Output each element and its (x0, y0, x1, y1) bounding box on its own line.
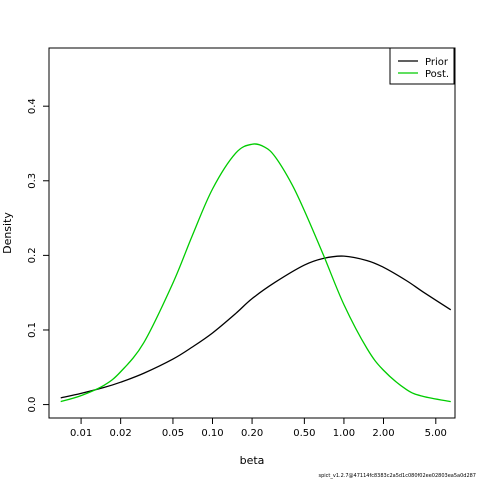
plot-frame (48, 47, 456, 419)
x-tick-label: 1.00 (333, 428, 355, 439)
x-tick-label: 0.02 (110, 428, 132, 439)
x-tick-label: 2.00 (372, 428, 394, 439)
x-tick-label: 0.50 (293, 428, 315, 439)
x-tick-label: 5.00 (425, 428, 447, 439)
x-tick-label: 0.01 (70, 428, 92, 439)
footer-version-text: spict_v1.2.7@47114fc8383c2a5d1c080f02ee0… (319, 473, 477, 479)
series-line-prior (60, 255, 452, 399)
legend-label-post: Post. (425, 69, 449, 80)
series-layer (60, 143, 452, 403)
legend: Prior Post. (389, 47, 455, 85)
series-line-post (60, 143, 451, 403)
legend-label-prior: Prior (425, 57, 449, 68)
x-axis: 0.01 0.02 0.05 0.10 0.20 0.50 1.00 2.00 5.00 (70, 417, 447, 439)
x-tick-label: 0.20 (241, 428, 263, 439)
legend-box (389, 47, 455, 85)
y-axis-title: Density (1, 212, 14, 254)
y-tick-label: 0.1 (27, 322, 38, 338)
x-tick-label: 0.10 (201, 428, 223, 439)
y-tick-label: 0.3 (27, 173, 38, 189)
y-axis: 0.0 0.1 0.2 0.3 0.4 (27, 98, 50, 413)
x-axis-title: beta (240, 454, 265, 467)
y-tick-label: 0.0 (27, 397, 38, 413)
y-tick-label: 0.2 (27, 247, 38, 263)
x-tick-label: 0.05 (162, 428, 184, 439)
y-tick-label: 0.4 (27, 98, 38, 114)
